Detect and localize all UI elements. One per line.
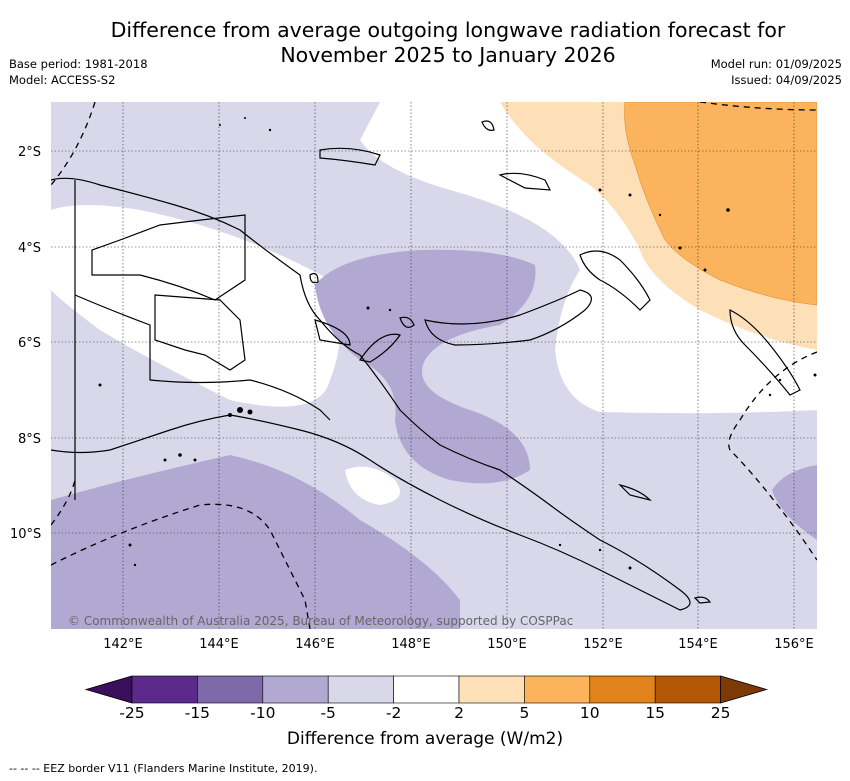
colorbar-tick-label: -15 xyxy=(184,704,211,722)
meta-right: Model run: 01/09/2025 Issued: 04/09/2025 xyxy=(711,56,842,88)
lon-label-152e: 152°E xyxy=(583,637,623,652)
issued-date: Issued: 04/09/2025 xyxy=(731,73,842,87)
colorbar-bin xyxy=(393,675,460,704)
colorbar-extend-low xyxy=(84,675,133,704)
lon-label-156e: 156°E xyxy=(774,637,814,652)
colorbar xyxy=(84,675,769,704)
chart-title: Difference from average outgoing longwav… xyxy=(60,18,836,68)
colorbar-tick-label: 15 xyxy=(645,704,666,722)
lon-label-146e: 146°E xyxy=(295,637,335,652)
negative-anomaly-southeast xyxy=(772,465,817,540)
neutral-region-mainland xyxy=(51,205,340,407)
colorbar-bin xyxy=(458,675,525,704)
contour-5 xyxy=(624,102,817,306)
model-name: Model: ACCESS-S2 xyxy=(9,73,116,87)
lon-label-150e: 150°E xyxy=(487,637,527,652)
colorbar-tick-label: 10 xyxy=(579,704,600,722)
colorbar-bin xyxy=(131,675,198,704)
map-frame: © Commonwealth of Australia 2025, Bureau… xyxy=(51,102,817,629)
small-islands xyxy=(98,117,817,570)
colorbar-bin xyxy=(589,675,656,704)
lat-label-10s: 10°S xyxy=(10,527,41,542)
copyright-text: © Commonwealth of Australia 2025, Bureau… xyxy=(68,614,573,628)
negative-anomaly-bismarck xyxy=(315,249,536,484)
title-line-2: November 2025 to January 2026 xyxy=(280,43,616,67)
lon-axis-labels: 142°E 144°E 146°E 148°E 150°E 152°E 154°… xyxy=(103,637,814,652)
eez-borders xyxy=(51,102,817,629)
coastlines xyxy=(51,120,801,611)
colorbar-bin xyxy=(262,675,329,704)
graticule xyxy=(51,102,817,629)
title-line-1: Difference from average outgoing longwav… xyxy=(110,18,786,42)
colorbar-bin xyxy=(197,675,264,704)
neutral-patch xyxy=(345,466,400,505)
colorbar-tick-label: -25 xyxy=(119,704,145,722)
negative-anomaly-coral-sea xyxy=(51,455,460,629)
base-period: Base period: 1981-2018 xyxy=(9,57,148,71)
colorbar-tick-label: -2 xyxy=(385,704,402,722)
colorbar-bin xyxy=(327,675,394,704)
colorbar-label: Difference from average (W/m2) xyxy=(286,729,564,749)
meta-left: Base period: 1981-2018 Model: ACCESS-S2 xyxy=(9,56,148,88)
lat-axis-labels: 2°S 4°S 6°S 8°S 10°S xyxy=(10,145,41,542)
lon-label-148e: 148°E xyxy=(391,637,431,652)
colorbar-tick-label: 5 xyxy=(519,704,530,722)
colorbar-tick-label: 2 xyxy=(454,704,464,722)
neutral-region-east xyxy=(360,102,817,414)
lon-label-142e: 142°E xyxy=(103,637,143,652)
colorbar-tick-label: -5 xyxy=(320,704,336,722)
colorbar-tick-label: -10 xyxy=(250,704,276,722)
positive-anomaly-5to10 xyxy=(624,102,817,305)
lon-label-154e: 154°E xyxy=(678,637,718,652)
colorbar-bin xyxy=(524,675,591,704)
model-run: Model run: 01/09/2025 xyxy=(710,57,842,71)
lat-label-2s: 2°S xyxy=(18,145,41,160)
colorbar-tick-label: 25 xyxy=(710,704,731,722)
eez-legend-note: -- -- -- EEZ border V11 (Flanders Marine… xyxy=(9,762,318,775)
colorbar-extend-high xyxy=(720,675,769,704)
lon-label-144e: 144°E xyxy=(199,637,239,652)
colorbar-bin xyxy=(654,675,721,704)
lat-label-6s: 6°S xyxy=(18,336,41,351)
lat-label-8s: 8°S xyxy=(18,432,41,447)
lat-label-4s: 4°S xyxy=(18,241,41,256)
